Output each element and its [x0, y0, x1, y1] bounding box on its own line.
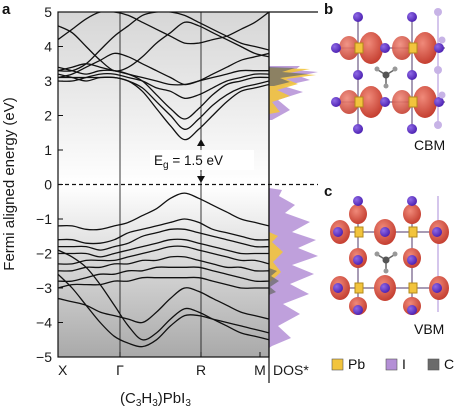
band-line-4: [58, 52, 269, 86]
dos-cb-carbon: [269, 67, 308, 86]
band-line-18: [58, 249, 269, 341]
cbm-faint-iodine: [434, 8, 446, 129]
cbm-organic-cation: [374, 66, 398, 89]
gap-arrow-down: [197, 176, 205, 183]
vbm-organic-cation: [374, 251, 398, 274]
vbm-label: VBM: [414, 321, 444, 337]
y-tick-label-10: −5: [36, 349, 52, 365]
y-axis-title: Fermi aligned energy (eV): [1, 97, 18, 270]
y-tick-label-3: 2: [44, 108, 52, 124]
panel-label-c: c: [324, 183, 332, 200]
band-line-1: [58, 12, 269, 45]
y-tick-label-0: 5: [44, 4, 52, 20]
band-line-19: [58, 273, 269, 348]
band-structure: [58, 12, 269, 348]
cbm-pb-atoms: [354, 42, 418, 108]
band-line-14: [58, 245, 269, 265]
band-line-3: [58, 12, 269, 72]
kpoint-label-3: M: [254, 362, 266, 378]
kpoint-label-1: Γ: [116, 362, 124, 378]
panel-label-b: b: [324, 1, 333, 18]
legend-swatch-pb: [331, 358, 344, 371]
dos-axis-label: DOS*: [273, 362, 309, 378]
cbm-orbital-lobes: [339, 32, 437, 118]
legend-label-i: I: [402, 356, 406, 372]
structure-vbm: VBM: [330, 196, 449, 337]
band-line-15: [58, 255, 269, 272]
panel-label-a: a: [2, 1, 11, 18]
structure-cbm: CBM: [331, 8, 446, 153]
gap-label: Eg = 1.5 eV: [154, 153, 223, 171]
dos-vb-carbon: [269, 268, 279, 295]
y-tick-label-9: −4: [36, 315, 52, 331]
plot-background: [58, 12, 269, 357]
cbm-label: CBM: [414, 137, 445, 153]
band-line-2: [58, 21, 269, 72]
kpoint-label-0: X: [58, 362, 68, 378]
cbm-iodine-atoms: [331, 12, 444, 134]
y-tick-label-8: −3: [36, 280, 52, 296]
y-tick-label-4: 1: [44, 142, 52, 158]
band-line-7: [58, 73, 269, 130]
gap-arrow-up: [197, 139, 205, 146]
band-line-8: [58, 76, 269, 141]
band-line-6: [58, 66, 269, 120]
y-tick-label-5: 0: [44, 177, 52, 193]
vbm-pb-atoms: [354, 226, 418, 294]
legend: Pb I C: [331, 356, 454, 372]
kpoint-label-2: R: [196, 362, 206, 378]
band-line-13: [58, 238, 269, 258]
dos-vb-iodine: [269, 188, 318, 348]
band-line-5: [58, 73, 269, 100]
y-tick-label-6: −1: [36, 211, 52, 227]
y-tick-label-2: 3: [44, 73, 52, 89]
gap-annotation: Eg = 1.5 eV: [150, 139, 254, 183]
legend-swatch-c: [427, 358, 440, 371]
vbm-orbital-lobes: [330, 204, 449, 315]
y-tick-label-7: −2: [36, 246, 52, 262]
band-line-17: [58, 276, 269, 289]
band-line-10: [58, 192, 269, 231]
legend-label-c: C: [444, 356, 454, 372]
band-line-11: [58, 218, 269, 245]
legend-swatch-i: [385, 358, 398, 371]
band-line-12: [58, 228, 269, 251]
x-axis-title: (C3H3)PbI3: [120, 390, 191, 409]
band-line-9: [58, 63, 269, 86]
band-line-20: [58, 287, 269, 324]
vbm-iodine-atoms: [333, 196, 442, 315]
legend-label-pb: Pb: [348, 356, 365, 372]
y-tick-label-1: 4: [44, 39, 52, 55]
gap-label-bg: [150, 150, 254, 170]
